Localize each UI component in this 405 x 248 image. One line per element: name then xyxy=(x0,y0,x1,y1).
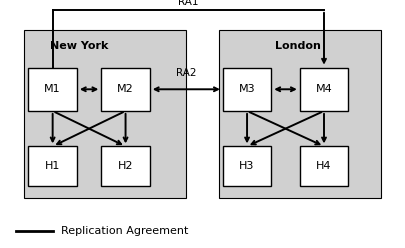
Text: H4: H4 xyxy=(316,161,332,171)
Text: Replication Agreement: Replication Agreement xyxy=(61,226,188,236)
Bar xyxy=(28,146,77,186)
Text: M4: M4 xyxy=(315,84,333,94)
Bar xyxy=(300,67,348,111)
Bar xyxy=(24,30,186,198)
Bar xyxy=(223,146,271,186)
Bar xyxy=(219,30,381,198)
Text: M3: M3 xyxy=(239,84,256,94)
Bar xyxy=(300,146,348,186)
Bar xyxy=(101,146,150,186)
Text: London: London xyxy=(275,41,321,51)
Text: M2: M2 xyxy=(117,84,134,94)
Text: RA2: RA2 xyxy=(176,68,196,78)
Text: H3: H3 xyxy=(239,161,255,171)
Text: New York: New York xyxy=(50,41,108,51)
Bar xyxy=(28,67,77,111)
Text: H2: H2 xyxy=(118,161,133,171)
Text: H1: H1 xyxy=(45,161,60,171)
Bar xyxy=(101,67,150,111)
Text: RA1: RA1 xyxy=(178,0,198,7)
Text: M1: M1 xyxy=(44,84,61,94)
Bar xyxy=(223,67,271,111)
